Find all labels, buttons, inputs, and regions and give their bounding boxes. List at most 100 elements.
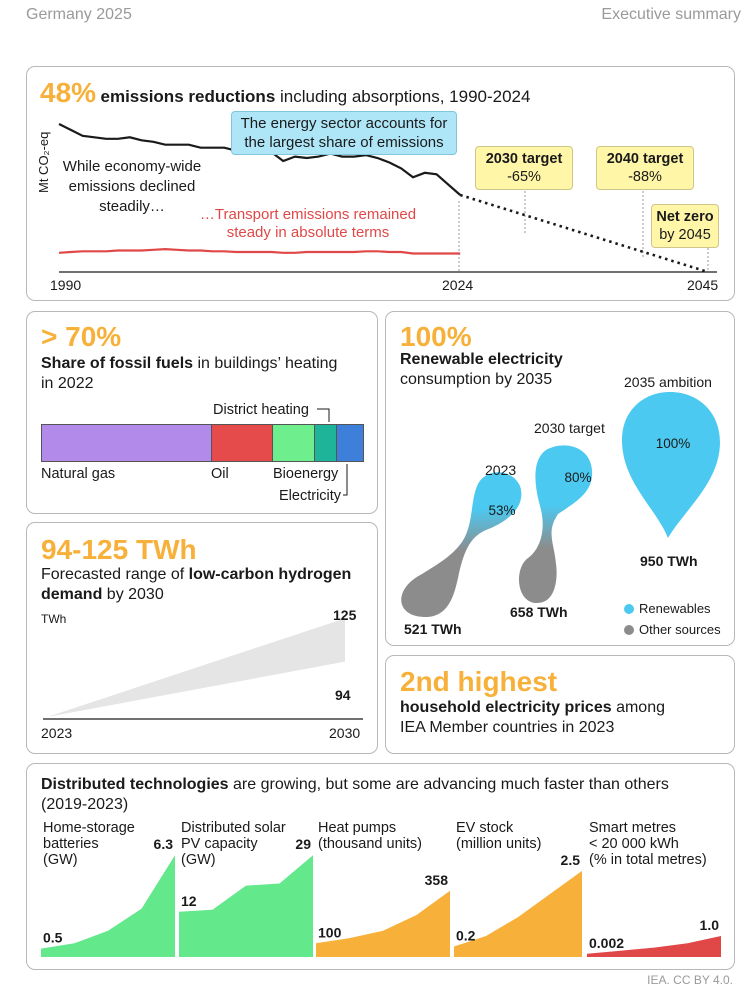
label-oil: Oil [211, 466, 229, 482]
emissions-heading: 48% emissions reductions including absor… [40, 78, 530, 108]
distributed-label-distributed-solar-pv-capacity-gw: Distributed solar [181, 820, 286, 836]
share-2030: 80% [564, 470, 591, 485]
hydrogen-high-label: 125 [333, 607, 357, 623]
distributed-first-value: 0.2 [456, 928, 476, 944]
prices-title-bold: household electricity prices [400, 699, 612, 716]
prices-title-rest: among [611, 699, 665, 716]
legend-renewables: Renewables [624, 601, 711, 616]
hydrogen-range-area [47, 618, 345, 717]
emissions-y-label: Mt CO₂-eq [36, 132, 51, 193]
fossil-big-value: > 70% [41, 321, 122, 352]
transport-emissions-line [58, 247, 461, 255]
label-district-heating: District heating [213, 402, 309, 418]
distributed-area-heat-pumps-thousand-units [316, 890, 450, 957]
label-natural-gas: Natural gas [41, 466, 116, 482]
projection-dotted-line [459, 193, 709, 274]
distributed-label-home-storage-batteries-gw: batteries [43, 836, 99, 852]
legend-other: Other sources [624, 622, 721, 637]
transport-note: …Transport emissions remained steady in … [197, 206, 419, 242]
distributed-period: (2019-2023) [41, 796, 129, 813]
legend-renewables-swatch [624, 603, 634, 614]
drop-2035 [622, 392, 720, 538]
renewables-title-bold: Renewable electricity [400, 351, 563, 368]
segment-electricity [337, 425, 363, 461]
distributed-first-value: 12 [181, 893, 197, 909]
distributed-last-value: 358 [425, 872, 449, 888]
hydrogen-panel: 94-125 TWh Forecasted range of low-carbo… [26, 522, 378, 754]
emissions-panel: 48% emissions reductions including absor… [26, 66, 735, 301]
hydrogen-title-bold: low-carbon hydrogen [188, 566, 352, 583]
target-2030-label: 2030 target [485, 151, 563, 167]
distributed-label-smart-metres-20-000-kwh-in-total-metres: Smart metres [589, 820, 676, 836]
hydrogen-title: Forecasted range of low-carbon hydrogen … [41, 565, 375, 605]
distributed-last-value: 29 [295, 836, 311, 852]
renewables-title: Renewable electricity consumption by 203… [400, 350, 563, 390]
distributed-label-home-storage-batteries-gw: Home-storage [43, 820, 135, 836]
target-2030-value: -65% [507, 169, 541, 185]
total-2023: 521 TWh [404, 621, 462, 637]
target-2040-value: -88% [628, 169, 662, 185]
share-2035: 100% [656, 436, 691, 451]
net-zero-label: Net zero [656, 209, 714, 225]
segment-bioenergy [273, 425, 315, 461]
fossil-stacked-bar [41, 424, 364, 462]
label-electricity: Electricity [279, 488, 342, 504]
distributed-label-distributed-solar-pv-capacity-gw: (GW) [181, 852, 216, 868]
distributed-area-ev-stock-million-units [454, 870, 582, 957]
emissions-title-rest: including absorptions, 1990-2024 [275, 87, 531, 106]
target-2040-label: 2040 target [606, 151, 684, 167]
distributed-label-distributed-solar-pv-capacity-gw: PV capacity [181, 836, 258, 852]
hydrogen-chart [43, 618, 363, 720]
distributed-label-smart-metres-20-000-kwh-in-total-metres: (% in total metres) [589, 852, 707, 868]
distributed-area-home-storage-batteries-gw [41, 855, 175, 957]
distributed-area-smart-metres-20-000-kwh-in-total-metres [587, 936, 721, 957]
hydrogen-x-tick-2023: 2023 [41, 725, 73, 741]
distributed-last-value: 2.5 [561, 852, 581, 868]
hydrogen-title-end: by 2030 [102, 586, 164, 603]
prices-big-value: 2nd highest [400, 666, 558, 697]
energy-callout-line: the largest share of emissions [244, 134, 444, 151]
energy-callout-line: The energy sector accounts for [240, 115, 448, 132]
distributed-label-ev-stock-million-units: EV stock [456, 820, 514, 836]
renewables-chart: 53% 80% 100% [401, 392, 720, 618]
distributed-label-smart-metres-20-000-kwh-in-total-metres: < 20 000 kWh [589, 836, 679, 852]
hydrogen-big-value: 94-125 TWh [41, 534, 197, 565]
economy-note-line: While economy-wide [62, 158, 202, 175]
hydrogen-low-label: 94 [335, 687, 351, 703]
total-2035: 950 TWh [640, 553, 698, 569]
segment-oil [212, 425, 274, 461]
section-title: Executive summary [601, 6, 741, 23]
transport-note-line: …Transport emissions remained [199, 206, 417, 223]
transport-note-line: steady in absolute terms [226, 224, 390, 241]
distributed-first-value: 0.5 [43, 930, 63, 946]
x-tick-2024: 2024 [442, 277, 474, 293]
economy-note: While economy-wide emissions declined st… [57, 157, 207, 217]
fossil-title-bold: Share of fossil fuels [41, 355, 194, 372]
hydrogen-title-bold2: demand [41, 586, 103, 603]
label-2035-ambition: 2035 ambition [624, 374, 712, 390]
distributed-panel: Distributed technologies are growing, bu… [26, 763, 735, 970]
segment-natural-gas [42, 425, 213, 461]
distributed-title-rest: are growing, but some are advancing much… [228, 776, 669, 793]
distributed-last-value: 1.0 [700, 917, 720, 933]
district-heating-leader [317, 408, 330, 422]
segment-district-heating [314, 425, 338, 461]
electricity-leader [343, 464, 348, 496]
footer-credit: IEA. CC BY 4.0. [647, 973, 733, 987]
distributed-area-distributed-solar-pv-capacity-gw [179, 855, 313, 957]
fossil-title-rest: in buildings’ heating [193, 355, 338, 372]
label-bioenergy: Bioenergy [273, 466, 339, 482]
prices-panel: 2nd highest household electricity prices… [385, 655, 735, 754]
distributed-first-value: 0.002 [589, 935, 624, 951]
distributed-label-heat-pumps-thousand-units: Heat pumps [318, 820, 396, 836]
legend-other-label: Other sources [639, 622, 721, 637]
fossil-title-year: in 2022 [41, 375, 94, 392]
report-title: Germany 2025 [26, 6, 132, 23]
energy-sector-callout: The energy sector accounts for the large… [231, 111, 457, 155]
distributed-label-home-storage-batteries-gw: (GW) [43, 852, 78, 868]
hydrogen-unit: TWh [41, 612, 67, 626]
distributed-label-heat-pumps-thousand-units: (thousand units) [318, 836, 422, 852]
distributed-last-value: 6.3 [154, 836, 174, 852]
distributed-label-ev-stock-million-units: (million units) [456, 836, 541, 852]
renewables-title-rest: consumption by 2035 [400, 371, 553, 388]
